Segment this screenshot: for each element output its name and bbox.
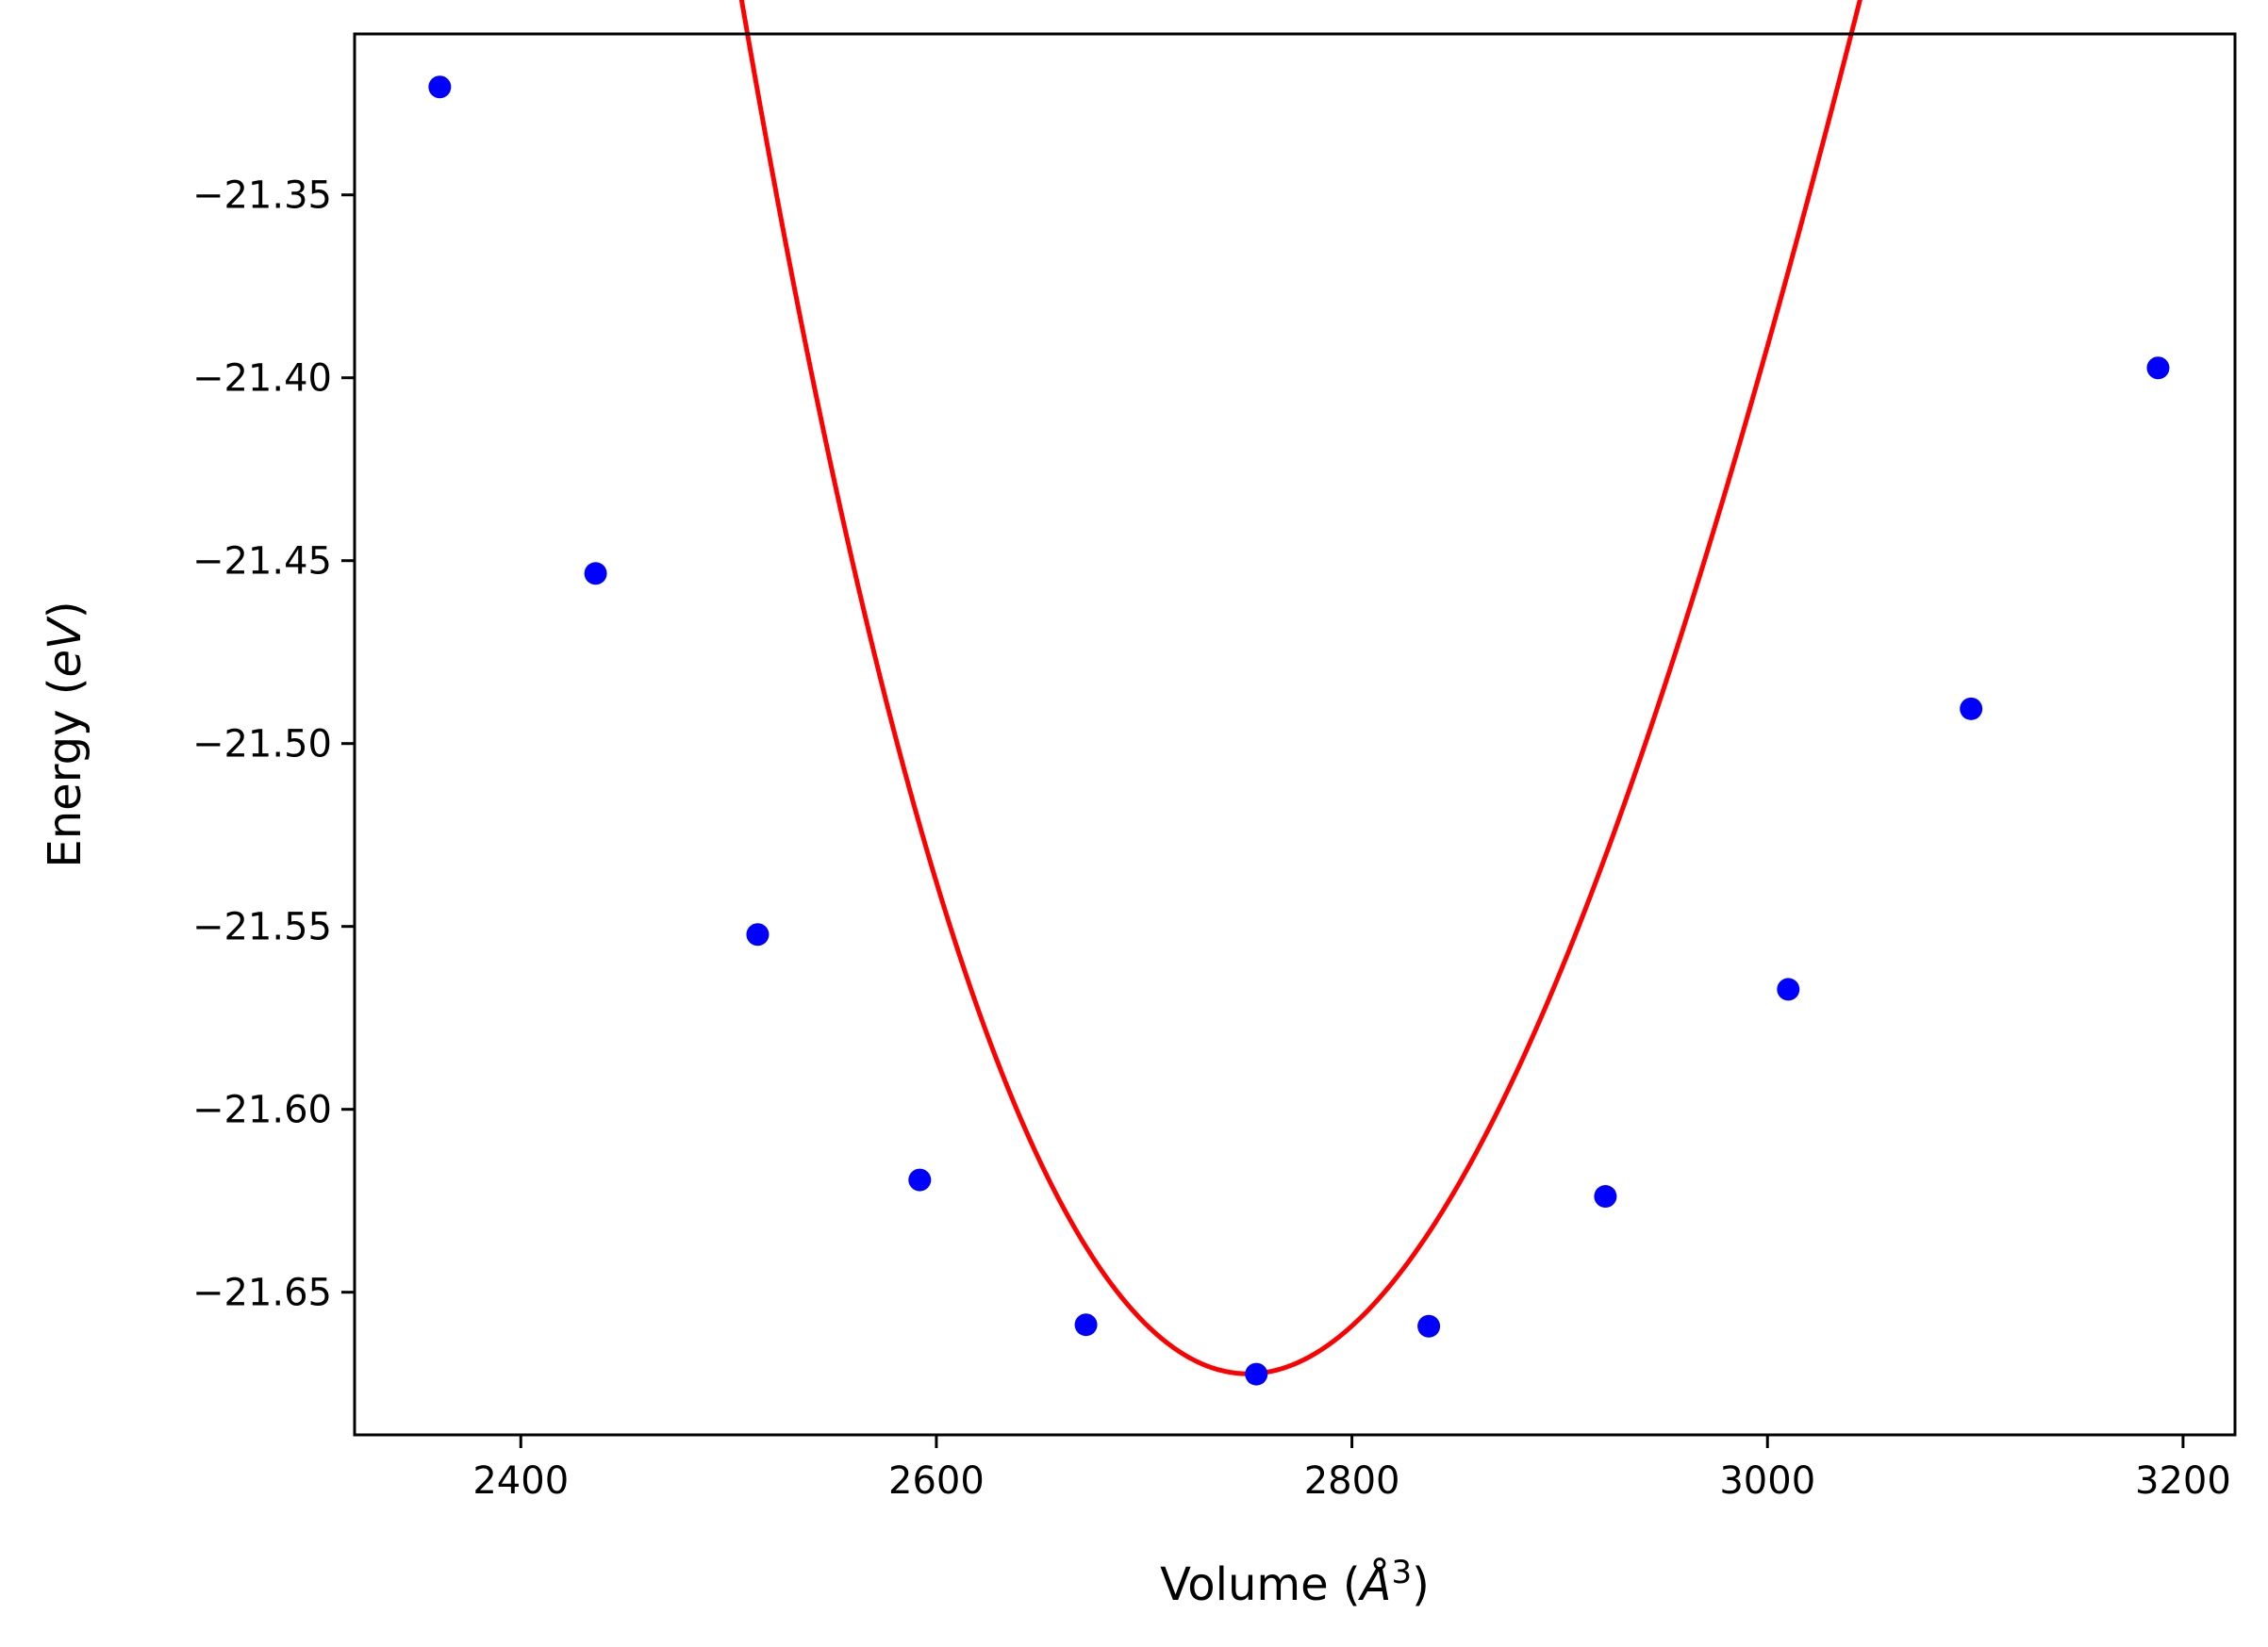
data-point [1074, 1313, 1098, 1337]
x-tick-label: 3200 [2135, 1459, 2231, 1503]
y-axis-label-unit: eV [39, 616, 91, 678]
x-tick-label: 2400 [472, 1459, 569, 1503]
x-axis-ticks: 2400 2600 2800 3000 3200 [472, 1435, 2231, 1503]
fit-curve-line [738, 0, 1862, 1376]
fit-curve-layer [738, 0, 1862, 1376]
y-tick-label: −21.65 [192, 1272, 332, 1315]
x-axis-label: Volume (Å3) [1160, 1554, 1430, 1611]
data-point [1960, 697, 1983, 720]
y-axis-label-text: Energy ( [39, 678, 91, 868]
data-point [1417, 1314, 1441, 1338]
y-axis-label: Energy (eV) [39, 601, 91, 867]
y-tick-label: −21.40 [192, 357, 332, 401]
x-axis-label-exponent: 3 [1391, 1554, 1412, 1591]
data-point [584, 562, 607, 585]
y-tick-label: −21.45 [192, 540, 332, 584]
y-tick-label: −21.50 [192, 723, 332, 766]
data-point [2146, 356, 2170, 380]
x-axis-label-close: ) [1412, 1558, 1430, 1611]
x-tick-label: 2800 [1304, 1459, 1400, 1503]
y-tick-label: −21.60 [192, 1089, 332, 1132]
data-point [908, 1168, 932, 1192]
data-point [428, 75, 452, 99]
y-tick-label: −21.55 [192, 906, 332, 949]
x-axis-label-unit: Å [1358, 1557, 1392, 1611]
data-point [1777, 978, 1800, 1001]
y-tick-label: −21.35 [192, 174, 332, 218]
x-tick-label: 2600 [888, 1459, 985, 1503]
x-axis-label-text: Volume ( [1160, 1558, 1361, 1611]
data-point [746, 923, 770, 947]
data-points-layer [428, 75, 2170, 1386]
plot-frame [353, 32, 2237, 1437]
data-point [1245, 1362, 1268, 1386]
x-tick-label: 3000 [1719, 1459, 1815, 1503]
y-axis-label-close: ) [39, 601, 91, 618]
y-axis-ticks: −21.35 −21.40 −21.45 −21.50 −21.55 −21.60 −21.… [192, 174, 355, 1315]
data-point [1594, 1185, 1617, 1209]
